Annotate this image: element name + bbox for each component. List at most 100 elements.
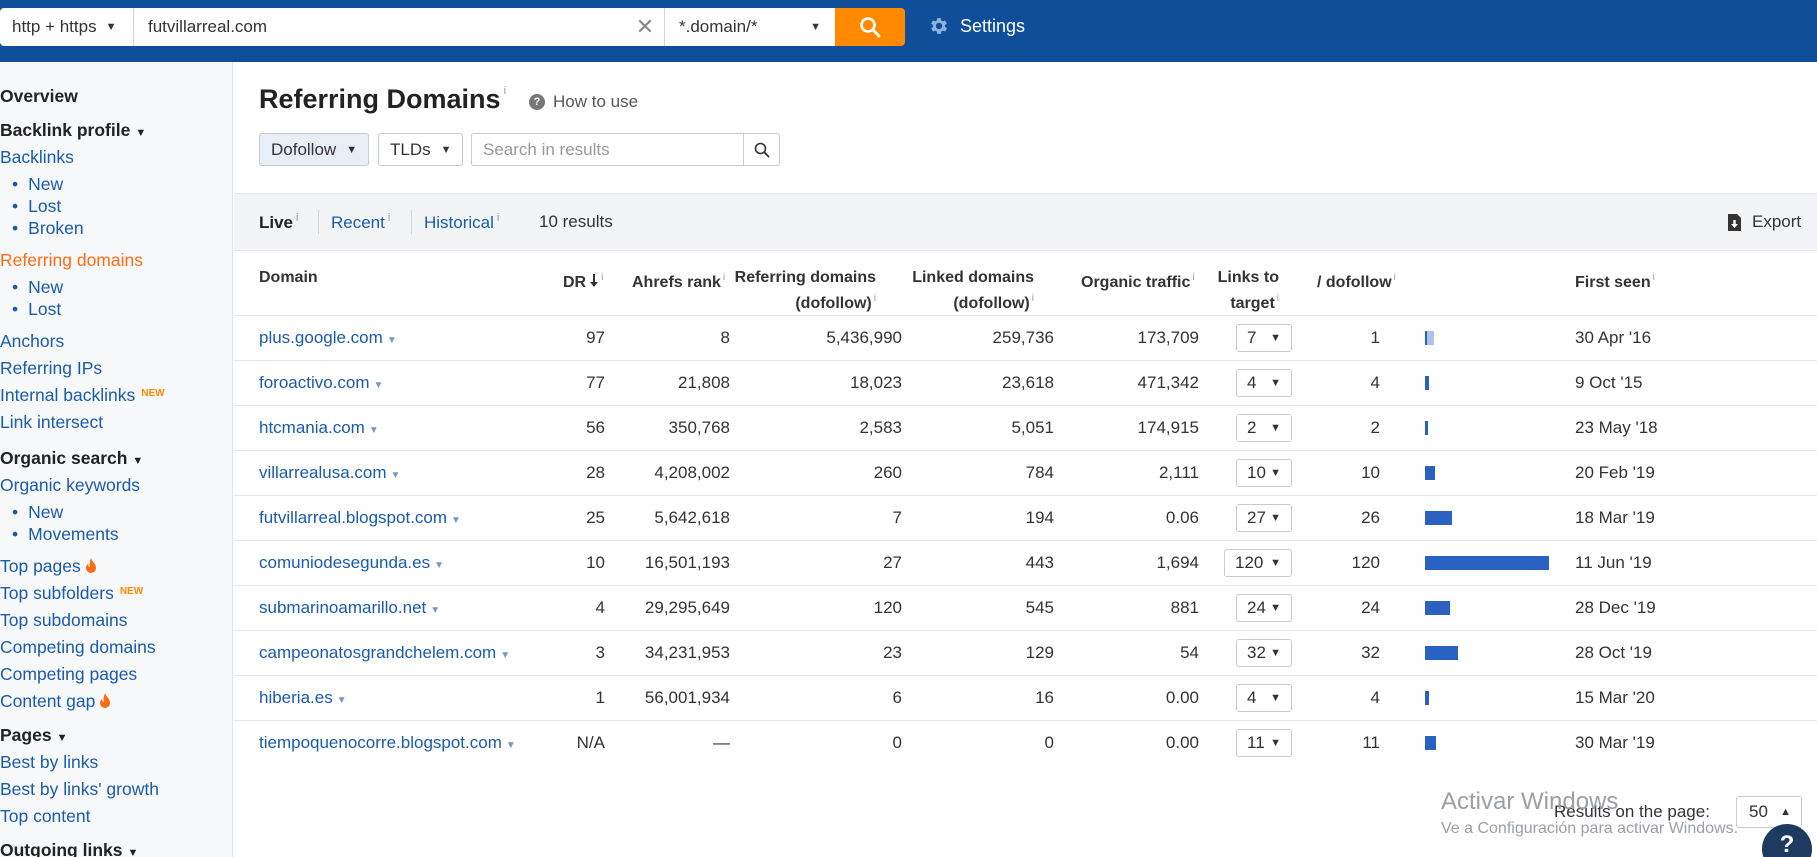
chevron-down-icon[interactable]: ▼	[336, 695, 347, 706]
dofollow-filter[interactable]: Dofollow ▼	[259, 133, 369, 166]
linked-domains-value[interactable]: 259,736	[992, 328, 1054, 347]
organic-traffic-value[interactable]: 1,694	[1156, 553, 1199, 572]
links-to-target-select[interactable]: 27 ▼	[1236, 504, 1292, 532]
chevron-down-icon[interactable]: ▼	[368, 425, 379, 436]
column-header-linked-domains[interactable]: Linked domains (dofollow) i	[894, 267, 1034, 314]
sidebar-item-rd-lost[interactable]: Lost	[12, 299, 61, 320]
column-header-dofollow[interactable]: / dofollow i	[1317, 267, 1396, 293]
how-to-use-link[interactable]: ? How to use	[529, 92, 638, 112]
links-to-target-select[interactable]: 2 ▼	[1236, 414, 1292, 442]
tab-recent[interactable]: Recent i	[331, 212, 390, 233]
sidebar-item-best-by-links[interactable]: Best by links	[0, 752, 99, 772]
search-results-input[interactable]: Search in results	[471, 133, 744, 166]
chevron-down-icon[interactable]: ▼	[500, 650, 511, 661]
column-header-dr[interactable]: DR i	[563, 267, 603, 293]
tab-live[interactable]: Live i	[259, 212, 298, 233]
linked-domains-value[interactable]: 784	[1025, 463, 1054, 482]
column-header-links-to-target[interactable]: Links to target i	[1209, 267, 1279, 314]
organic-traffic-value[interactable]: 174,915	[1137, 418, 1199, 437]
sidebar-item-ok-movements[interactable]: Movements	[12, 524, 118, 545]
sidebar-item-best-by-links-growth[interactable]: Best by links' growth	[0, 779, 159, 799]
links-to-target-select[interactable]: 24 ▼	[1236, 594, 1292, 622]
sidebar-item-competing-domains[interactable]: Competing domains	[0, 637, 156, 657]
sidebar-item-ok-new[interactable]: New	[12, 502, 63, 523]
referring-domains-value[interactable]: 0	[892, 733, 902, 752]
links-to-target-select[interactable]: 7 ▼	[1236, 324, 1292, 352]
url-input[interactable]: futvillarreal.com ✕	[134, 8, 664, 46]
referring-domains-value[interactable]: 120	[873, 598, 902, 617]
protocol-select[interactable]: http + https ▼	[0, 8, 134, 46]
chevron-down-icon[interactable]: ▼	[434, 560, 444, 571]
tab-historical[interactable]: Historical i	[424, 212, 499, 233]
domain-link[interactable]: htcmania.com ▼	[259, 418, 379, 438]
column-header-first-seen[interactable]: First seen i	[1575, 267, 1655, 293]
export-button[interactable]: Export	[1727, 212, 1801, 232]
sidebar-item-backlinks-lost[interactable]: Lost	[12, 196, 61, 217]
chevron-down-icon[interactable]: ▼	[373, 380, 384, 391]
chevron-down-icon[interactable]: ▼	[430, 605, 441, 616]
linked-domains-value[interactable]: 443	[1025, 553, 1054, 572]
chevron-down-icon[interactable]: ▼	[505, 740, 516, 751]
organic-traffic-value[interactable]: 0.00	[1165, 733, 1199, 752]
organic-traffic-value[interactable]: 471,342	[1137, 373, 1199, 392]
sidebar-item-competing-pages[interactable]: Competing pages	[0, 664, 138, 684]
organic-traffic-value[interactable]: 2,111	[1158, 463, 1199, 482]
referring-domains-value[interactable]: 2,583	[859, 418, 902, 437]
sidebar-item-backlinks-new[interactable]: New	[12, 174, 63, 195]
tlds-filter[interactable]: TLDs ▼	[378, 133, 463, 166]
sidebar-item-top-subfolders[interactable]: Top subfolders NEW	[0, 583, 143, 604]
linked-domains-value[interactable]: 194	[1025, 508, 1054, 527]
links-to-target-select[interactable]: 4 ▼	[1236, 369, 1292, 397]
sidebar-item-backlinks-broken[interactable]: Broken	[12, 218, 83, 239]
sidebar-item-referring-ips[interactable]: Referring IPs	[0, 358, 103, 378]
referring-domains-value[interactable]: 18,023	[850, 373, 902, 392]
help-button[interactable]: ?	[1762, 824, 1812, 857]
domain-link[interactable]: tiempoquenocorre.blogspot.com ▼	[259, 733, 516, 753]
sidebar-section-outgoing-links[interactable]: Outgoing links ▼	[0, 840, 138, 857]
column-header-organic-traffic[interactable]: Organic traffic i	[1081, 267, 1195, 293]
sidebar-item-overview[interactable]: Overview	[0, 86, 78, 107]
sidebar-item-rd-new[interactable]: New	[12, 277, 63, 298]
info-marker[interactable]: i	[503, 85, 507, 97]
column-header-domain[interactable]: Domain	[259, 269, 318, 286]
domain-link[interactable]: plus.google.com ▼	[259, 328, 397, 348]
sidebar-item-top-content[interactable]: Top content	[0, 806, 91, 826]
sidebar-item-top-pages[interactable]: Top pages	[0, 556, 97, 577]
sidebar-item-backlinks[interactable]: Backlinks	[0, 147, 74, 167]
organic-traffic-value[interactable]: 0.06	[1165, 508, 1199, 527]
column-header-referring-domains[interactable]: Referring domains (dofollow) i	[724, 267, 876, 314]
sidebar-item-internal-backlinks[interactable]: Internal backlinks NEW	[0, 385, 165, 406]
referring-domains-value[interactable]: 6	[892, 688, 902, 707]
sidebar-item-link-intersect[interactable]: Link intersect	[0, 412, 104, 432]
chevron-down-icon[interactable]: ▼	[451, 515, 461, 526]
organic-traffic-value[interactable]: 173,709	[1137, 328, 1199, 347]
linked-domains-value[interactable]: 0	[1044, 733, 1054, 752]
domain-link[interactable]: futvillarreal.blogspot.com ▼	[259, 508, 461, 528]
domain-link[interactable]: submarinoamarillo.net ▼	[259, 598, 440, 618]
chevron-down-icon[interactable]: ▼	[390, 470, 401, 481]
search-results-button[interactable]	[743, 133, 780, 166]
links-to-target-select[interactable]: 4 ▼	[1236, 684, 1292, 712]
links-to-target-select[interactable]: 120 ▼	[1224, 549, 1292, 577]
sidebar-item-referring-domains[interactable]: Referring domains	[0, 250, 143, 270]
referring-domains-value[interactable]: 23	[883, 643, 902, 662]
sidebar-section-organic-search[interactable]: Organic search ▼	[0, 448, 143, 469]
domain-link[interactable]: hiberia.es ▼	[259, 688, 347, 708]
clear-icon[interactable]: ✕	[635, 14, 655, 39]
organic-traffic-value[interactable]: 881	[1170, 598, 1199, 617]
domain-link[interactable]: villarrealusa.com ▼	[259, 463, 400, 483]
sidebar-item-anchors[interactable]: Anchors	[0, 331, 65, 351]
sidebar-item-content-gap[interactable]: Content gap	[0, 691, 111, 712]
linked-domains-value[interactable]: 545	[1025, 598, 1054, 617]
referring-domains-value[interactable]: 27	[883, 553, 902, 572]
settings-button[interactable]: Settings	[928, 15, 1025, 37]
sidebar-section-pages[interactable]: Pages ▼	[0, 725, 67, 746]
referring-domains-value[interactable]: 260	[873, 463, 902, 482]
links-to-target-select[interactable]: 11 ▼	[1236, 729, 1292, 757]
domain-link[interactable]: campeonatosgrandchelem.com ▼	[259, 643, 510, 663]
linked-domains-value[interactable]: 16	[1035, 688, 1054, 707]
referring-domains-value[interactable]: 7	[892, 508, 902, 527]
sidebar-item-organic-keywords[interactable]: Organic keywords	[0, 475, 141, 495]
domain-link[interactable]: foroactivo.com ▼	[259, 373, 383, 393]
referring-domains-value[interactable]: 5,436,990	[826, 328, 902, 347]
